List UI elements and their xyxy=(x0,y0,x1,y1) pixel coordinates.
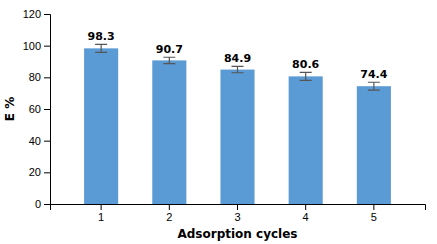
x-tick: 3 xyxy=(234,204,240,223)
y-tick: 100 xyxy=(23,40,50,52)
chart-container: 0 20 40 60 80 100 120 1 2 3 4 5 98.3 90.7 84.9 80.6 74.4… xyxy=(0,0,437,244)
x-tick-mark xyxy=(237,204,238,210)
y-tick-label: 40 xyxy=(29,135,41,147)
x-tick-mark xyxy=(101,204,102,210)
x-tick: 4 xyxy=(303,204,309,223)
data-label: 90.7 xyxy=(156,43,183,56)
y-tick-mark xyxy=(44,172,50,173)
y-tick-label: 20 xyxy=(29,166,41,178)
y-tick-mark xyxy=(44,77,50,78)
error-bar xyxy=(163,57,175,63)
y-tick-mark xyxy=(44,46,50,47)
x-tick: 5 xyxy=(371,204,377,223)
y-tick-mark xyxy=(44,141,50,142)
data-label: 84.9 xyxy=(224,52,251,65)
y-tick: 120 xyxy=(23,8,50,20)
error-bar xyxy=(300,72,312,80)
x-tick: 2 xyxy=(166,204,172,223)
bar xyxy=(84,48,118,204)
bar xyxy=(220,70,254,204)
y-axis-title: E % xyxy=(3,97,17,121)
y-axis: 0 20 40 60 80 100 120 xyxy=(23,8,51,210)
bar xyxy=(152,60,186,204)
y-tick-label: 0 xyxy=(35,198,41,210)
y-tick-mark xyxy=(44,109,50,110)
marks xyxy=(84,44,391,204)
x-tick: 1 xyxy=(98,204,104,223)
x-tick-mark xyxy=(373,204,374,210)
x-tick-label: 4 xyxy=(303,211,309,223)
x-tick-mark xyxy=(169,204,170,210)
y-tick-label: 100 xyxy=(23,40,41,52)
y-axis-line xyxy=(44,15,51,205)
y-tick: 80 xyxy=(29,71,50,83)
data-label: 74.4 xyxy=(360,68,387,81)
data-labels: 98.3 90.7 84.9 80.6 74.4 xyxy=(88,30,388,81)
y-tick: 20 xyxy=(29,166,50,178)
y-tick: 40 xyxy=(29,135,50,147)
bar xyxy=(357,86,391,204)
y-tick-label: 60 xyxy=(29,103,41,115)
x-axis: 1 2 3 4 5 xyxy=(51,204,426,223)
x-tick-label: 2 xyxy=(166,211,172,223)
bar xyxy=(289,76,323,204)
x-axis-line xyxy=(51,205,426,211)
x-tick-label: 1 xyxy=(98,211,104,223)
error-bar xyxy=(368,82,380,90)
data-label: 80.6 xyxy=(292,58,319,71)
x-tick-label: 3 xyxy=(234,211,240,223)
y-tick-label: 80 xyxy=(29,71,41,83)
x-axis-title: Adsorption cycles xyxy=(177,227,297,241)
error-bar xyxy=(232,66,244,72)
y-tick: 60 xyxy=(29,103,50,115)
error-bar xyxy=(95,44,107,52)
plot-area: 0 20 40 60 80 100 120 1 2 3 4 5 98.3 90.7 84.9 80.6 74.4 xyxy=(23,8,426,223)
y-tick-label: 120 xyxy=(23,8,41,20)
chart-svg: 0 20 40 60 80 100 120 1 2 3 4 5 98.3 90.7 84.9 80.6 74.4… xyxy=(0,0,437,244)
y-tick-mark xyxy=(44,14,50,15)
y-tick: 0 xyxy=(35,198,50,210)
x-tick-mark xyxy=(305,204,306,210)
data-label: 98.3 xyxy=(88,30,115,43)
y-tick-mark xyxy=(44,204,50,205)
x-tick-label: 5 xyxy=(371,211,377,223)
